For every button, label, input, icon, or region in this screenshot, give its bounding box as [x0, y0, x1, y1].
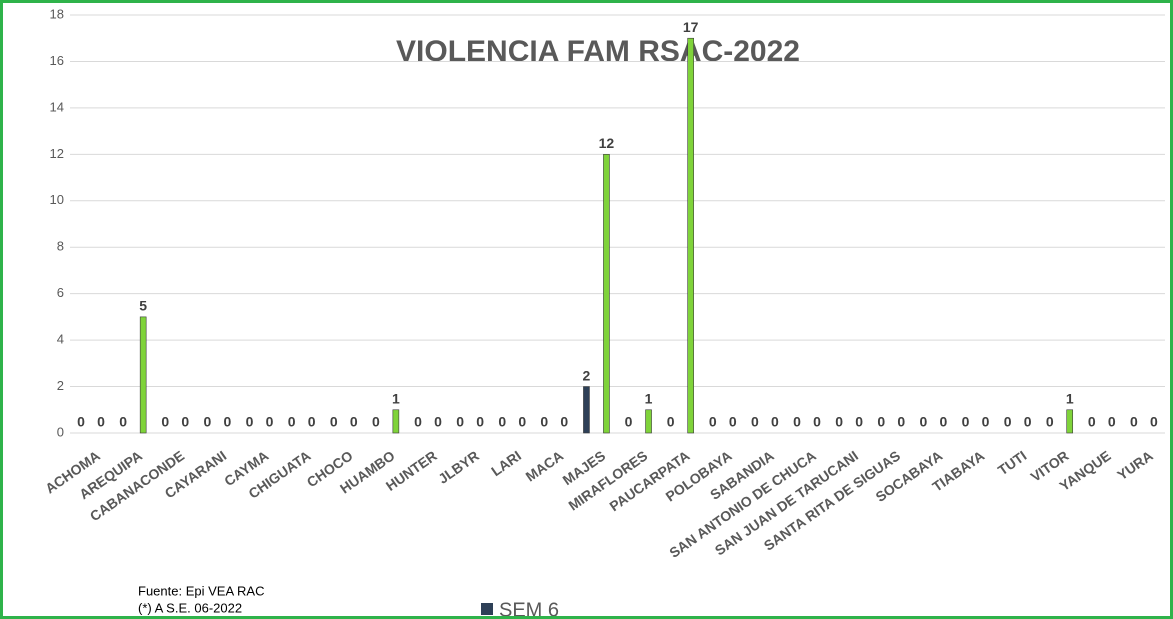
data-label: 0 — [771, 414, 779, 430]
data-label: 0 — [982, 414, 990, 430]
legend-label: SEM 6 — [499, 599, 559, 616]
data-label: 0 — [266, 414, 274, 430]
data-label: 2 — [583, 367, 591, 383]
data-label: 0 — [1150, 414, 1158, 430]
data-label: 0 — [709, 414, 717, 430]
data-label: 0 — [518, 414, 526, 430]
data-label: 0 — [667, 414, 675, 430]
data-label: 0 — [288, 414, 296, 430]
bar — [603, 154, 610, 434]
y-tick-label: 0 — [57, 424, 64, 439]
data-label: 0 — [939, 414, 947, 430]
bar — [645, 409, 652, 434]
data-label: 0 — [77, 414, 85, 430]
data-label: 0 — [962, 414, 970, 430]
data-label: 0 — [224, 414, 232, 430]
legend-swatch — [481, 603, 493, 615]
y-tick-label: 6 — [57, 285, 64, 300]
data-label: 0 — [1130, 414, 1138, 430]
data-label: 0 — [625, 414, 633, 430]
data-label: 17 — [683, 19, 699, 35]
x-tick-label: MACA — [523, 447, 567, 484]
y-tick-label: 12 — [50, 146, 64, 161]
x-tick-label: LARI — [488, 447, 524, 479]
data-label: 5 — [139, 298, 147, 314]
data-label: 0 — [1004, 414, 1012, 430]
data-label: 0 — [1108, 414, 1116, 430]
data-label: 0 — [414, 414, 422, 430]
data-label: 0 — [897, 414, 905, 430]
data-label: 0 — [476, 414, 484, 430]
data-label: 0 — [434, 414, 442, 430]
data-label: 0 — [308, 414, 316, 430]
bar — [583, 386, 590, 434]
data-label: 0 — [877, 414, 885, 430]
x-tick-label: JLBYR — [435, 447, 482, 486]
bar — [687, 37, 694, 434]
data-label: 0 — [835, 414, 843, 430]
x-tick-label: TUTI — [995, 447, 1030, 478]
data-label: 0 — [1024, 414, 1032, 430]
data-label: 0 — [793, 414, 801, 430]
bar — [392, 409, 400, 434]
data-label: 0 — [350, 414, 358, 430]
data-label: 0 — [1046, 414, 1054, 430]
y-tick-label: 4 — [57, 332, 64, 347]
data-label: 0 — [204, 414, 212, 430]
data-label: 1 — [392, 390, 400, 406]
bar — [139, 316, 147, 434]
data-label: 0 — [560, 414, 568, 430]
data-label: 0 — [119, 414, 127, 430]
y-tick-label: 16 — [50, 53, 64, 68]
data-label: 0 — [330, 414, 338, 430]
data-label: 0 — [729, 414, 737, 430]
data-label: 0 — [181, 414, 189, 430]
data-label: 0 — [855, 414, 863, 430]
y-tick-label: 18 — [50, 6, 64, 21]
data-label: 0 — [456, 414, 464, 430]
date-note: (*) A S.E. 06-2022 — [138, 600, 242, 615]
data-label: 0 — [372, 414, 380, 430]
data-label: 0 — [813, 414, 821, 430]
data-label: 0 — [498, 414, 506, 430]
data-label: 1 — [1066, 390, 1074, 406]
y-tick-label: 2 — [57, 378, 64, 393]
data-label: 0 — [161, 414, 169, 430]
y-tick-label: 14 — [50, 99, 64, 114]
bar — [1066, 409, 1074, 434]
y-tick-label: 10 — [50, 192, 64, 207]
data-label: 0 — [751, 414, 759, 430]
data-label: 12 — [599, 135, 615, 151]
data-label: 0 — [97, 414, 105, 430]
data-label: 0 — [246, 414, 254, 430]
data-label: 0 — [540, 414, 548, 430]
data-label: 0 — [1088, 414, 1096, 430]
data-label: 1 — [645, 390, 653, 406]
chart-title: VIOLENCIA FAM RSAC-2022 — [396, 35, 800, 68]
x-tick-label: YURA — [1114, 447, 1156, 483]
y-tick-label: 8 — [57, 239, 64, 254]
source-note: Fuente: Epi VEA RAC — [138, 583, 264, 598]
data-label: 0 — [919, 414, 927, 430]
chart: VIOLENCIA FAM RSAC-2022 Fuente: Epi VEA … — [42, 6, 1165, 616]
